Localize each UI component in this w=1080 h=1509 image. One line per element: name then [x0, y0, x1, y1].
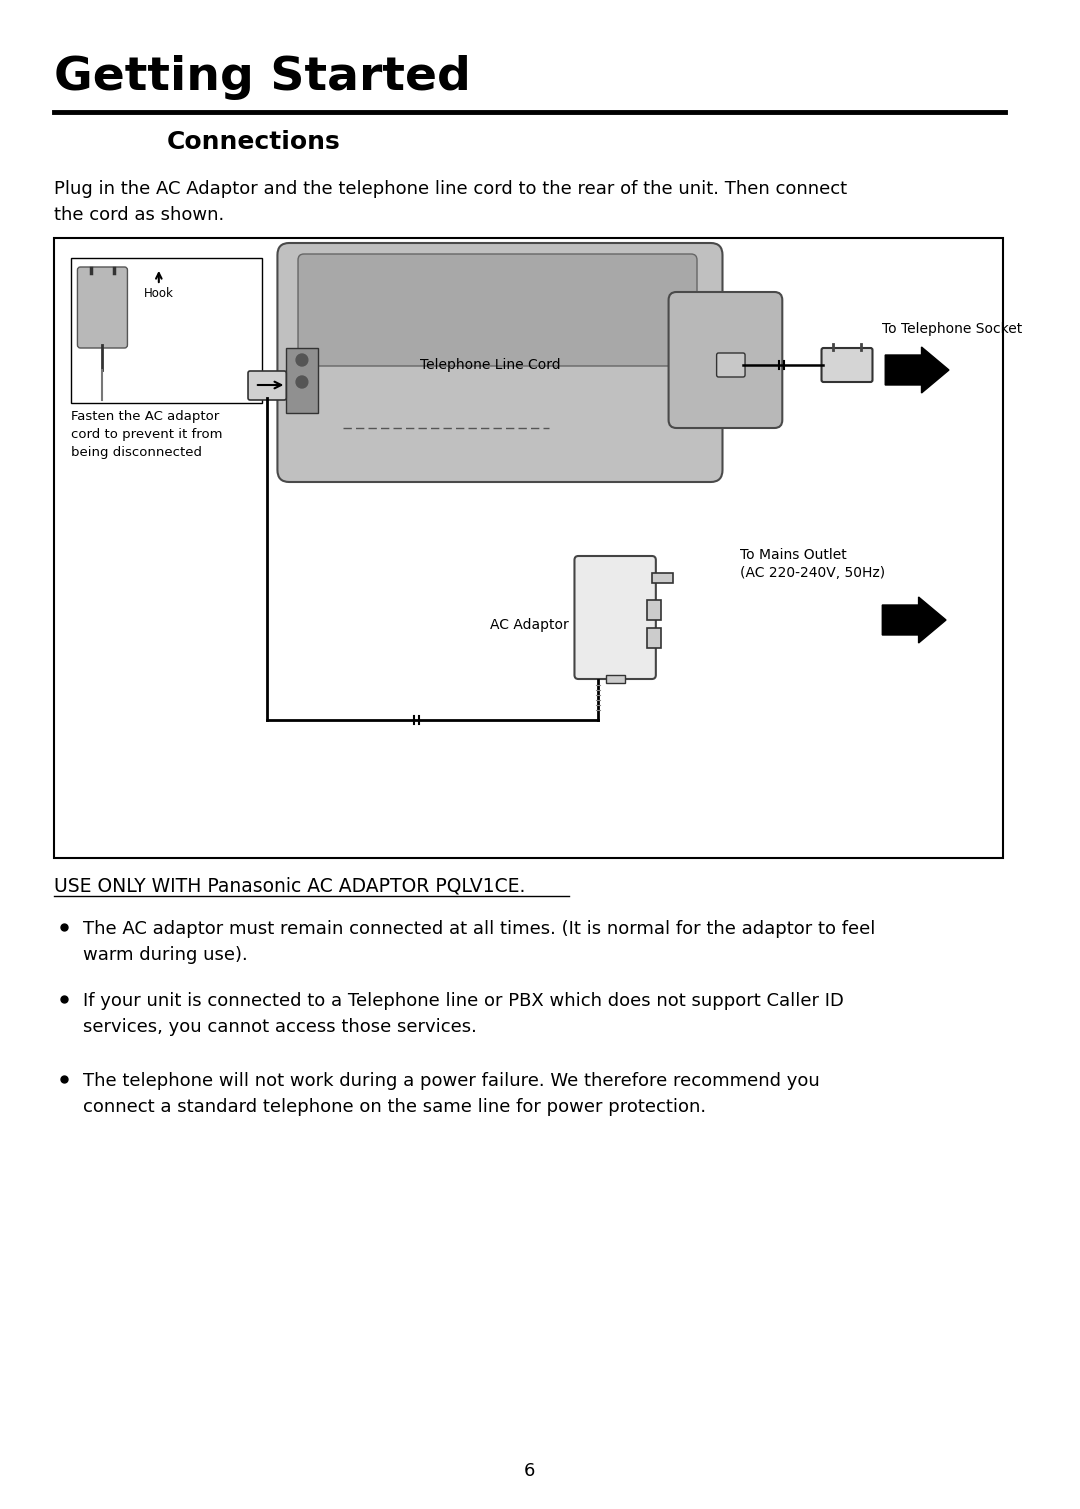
Text: The telephone will not work during a power failure. We therefore recommend you
c: The telephone will not work during a pow… [83, 1071, 820, 1115]
FancyBboxPatch shape [248, 371, 286, 400]
Polygon shape [886, 347, 949, 392]
FancyBboxPatch shape [575, 555, 656, 679]
Text: To Mains Outlet
(AC 220-240V, 50Hz): To Mains Outlet (AC 220-240V, 50Hz) [740, 548, 886, 581]
Text: Hook: Hook [144, 287, 174, 300]
Text: If your unit is connected to a Telephone line or PBX which does not support Call: If your unit is connected to a Telephone… [83, 991, 845, 1035]
FancyBboxPatch shape [669, 293, 782, 429]
Text: AC Adaptor: AC Adaptor [490, 619, 569, 632]
Bar [647, 601, 661, 620]
Bar [647, 628, 661, 647]
Circle shape [296, 355, 308, 367]
Bar [70, 258, 261, 403]
FancyBboxPatch shape [717, 353, 745, 377]
Bar [286, 349, 318, 413]
Text: Connections: Connections [166, 130, 340, 154]
FancyBboxPatch shape [822, 349, 873, 382]
FancyBboxPatch shape [278, 243, 723, 481]
Text: Getting Started: Getting Started [54, 54, 471, 100]
Polygon shape [882, 598, 946, 643]
Text: The AC adaptor must remain connected at all times. (It is normal for the adaptor: The AC adaptor must remain connected at … [83, 920, 876, 964]
Bar [54, 238, 1003, 859]
Text: USE ONLY WITH Panasonic AC ADAPTOR PQLV1CE.: USE ONLY WITH Panasonic AC ADAPTOR PQLV1… [54, 877, 525, 895]
Circle shape [296, 376, 308, 388]
Text: Telephone Line Cord: Telephone Line Cord [420, 358, 561, 373]
Text: To Telephone Socket: To Telephone Socket [882, 321, 1023, 337]
Bar [606, 675, 625, 684]
Text: 6: 6 [524, 1462, 535, 1480]
Bar [652, 573, 674, 582]
FancyBboxPatch shape [78, 267, 127, 349]
Text: Fasten the AC adaptor
cord to prevent it from
being disconnected: Fasten the AC adaptor cord to prevent it… [70, 410, 222, 459]
FancyBboxPatch shape [298, 254, 697, 367]
Text: Plug in the AC Adaptor and the telephone line cord to the rear of the unit. Then: Plug in the AC Adaptor and the telephone… [54, 180, 847, 223]
